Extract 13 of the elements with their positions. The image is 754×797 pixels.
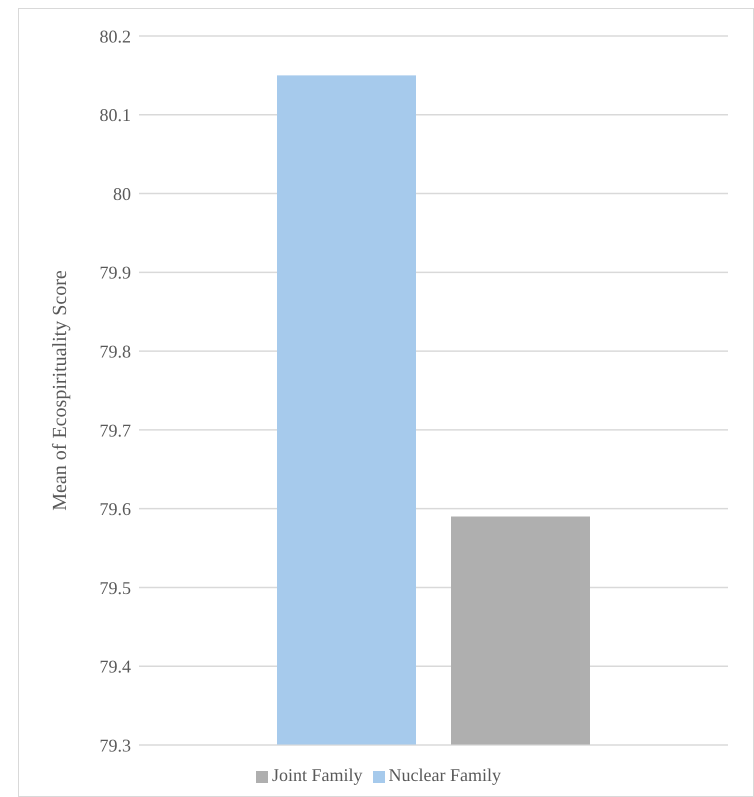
- y-axis-title: Mean of Ecospirituality Score: [49, 270, 72, 511]
- y-tick-label: 80: [113, 184, 131, 204]
- y-tick-label: 80.2: [100, 26, 131, 46]
- legend-label: Joint Family: [272, 765, 363, 785]
- legend-label: Nuclear Family: [388, 765, 501, 785]
- y-tick-label: 79.5: [100, 578, 131, 598]
- y-tick-label: 79.7: [100, 420, 131, 440]
- y-tick-label: 79.3: [100, 735, 131, 756]
- y-tick-label: 79.6: [100, 499, 131, 520]
- y-tick-label: 79.8: [100, 342, 131, 362]
- y-tick-label: 80.1: [100, 105, 131, 126]
- y-tick-label: 79.9: [100, 262, 131, 283]
- y-tick-label: 79.4: [100, 656, 131, 677]
